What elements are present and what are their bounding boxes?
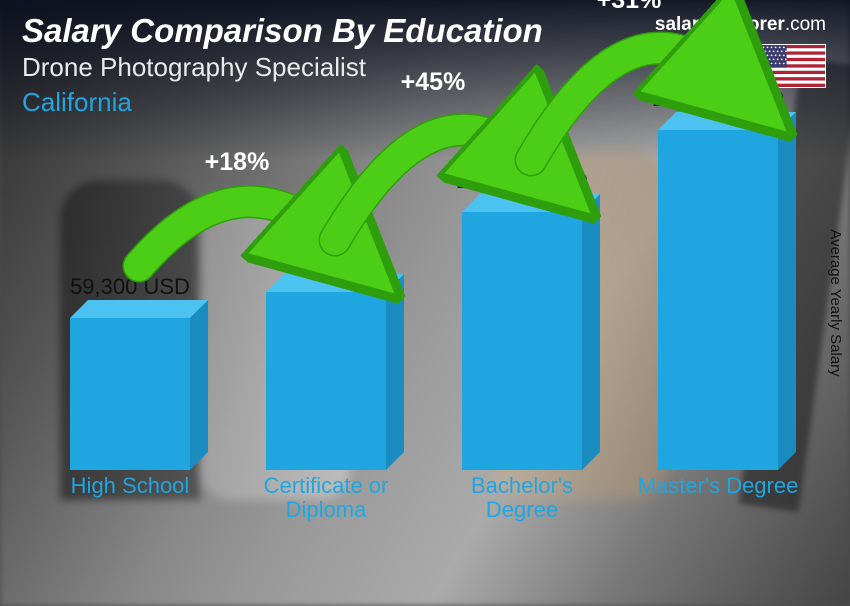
page-title: Salary Comparison By Education — [22, 12, 543, 50]
bar-chart: 59,300 USDHigh School69,800 USDCertifica… — [30, 68, 800, 528]
y-axis-label: Average Yearly Salary — [827, 229, 844, 376]
increase-label: +31% — [597, 0, 662, 14]
brand-suffix: .com — [785, 14, 826, 35]
brand-logo: salaryexplorer.com — [655, 14, 826, 36]
brand-name: salaryexplorer — [655, 14, 785, 35]
increase-label: +18% — [205, 148, 270, 176]
increase-arcs: +18%+45%+31% — [30, 68, 800, 528]
increase-label: +45% — [401, 68, 466, 96]
